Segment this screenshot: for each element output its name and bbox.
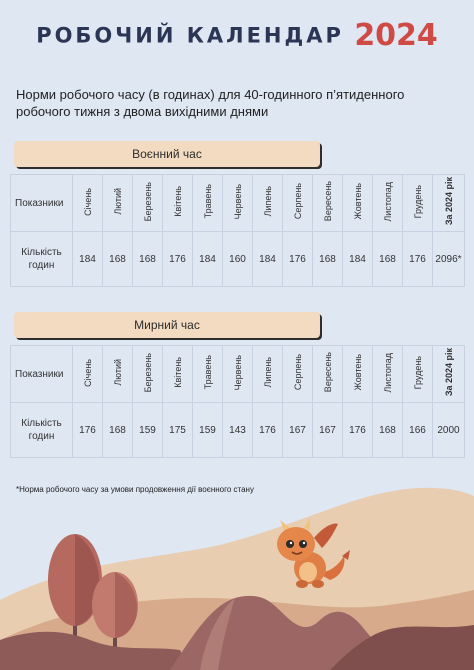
hours-cell: 143 [222,402,253,458]
subtitle: Норми робочого часу (в годинах) для 40-г… [16,87,405,119]
year-total-cell: 2096* [432,231,465,287]
rock-left [0,631,190,670]
dragon-smile [291,551,303,555]
table-peacetime: Показники Січень Лютий Березень Квітень … [10,345,465,458]
year-total-cell: 2000 [432,402,465,458]
row-label-hours: Кількість годин [10,402,73,458]
title-year: 2024 [354,18,438,53]
hours-cell: 176 [252,402,283,458]
dragon-foot [312,580,324,588]
hours-cell: 159 [192,402,223,458]
dragon-horn [280,520,290,530]
table-wartime: Показники Січень Лютий Березень Квітень … [10,174,465,287]
hours-cell: 184 [72,231,103,287]
hours-cell: 176 [282,231,313,287]
footnote: *Норма робочого часу за умови продовженн… [16,485,254,494]
hours-cell: 166 [402,402,433,458]
hours-cell: 167 [312,402,343,458]
hours-cell: 176 [72,402,103,458]
hours-cell: 168 [102,402,133,458]
dragon-horn [304,518,310,530]
dragon-mascot [277,518,350,588]
dragon-eye [286,540,294,548]
hours-cell: 159 [132,402,163,458]
rock-highlight [200,598,235,670]
hours-cell: 168 [102,231,133,287]
hours-cell: 168 [372,402,403,458]
dragon-wing [314,523,338,548]
table-header-row: Показники Січень Лютий Березень Квітень … [10,345,465,403]
table-row: Кількість годин 184 168 168 176 184 160 … [10,231,465,287]
hours-cell: 160 [222,231,253,287]
page-title: РОБОЧИЙ КАЛЕНДАР 2024 [0,18,474,53]
section-bar-peacetime: Мирний час [14,312,320,338]
row-label-indicators: Показники [10,345,73,403]
dragon-foot [296,580,308,588]
tree-crown-shade [115,572,138,638]
hours-cell: 176 [162,231,193,287]
dragon-eye [299,540,307,548]
title-text: РОБОЧИЙ КАЛЕНДАР [36,23,344,48]
hours-cell: 168 [312,231,343,287]
hours-cell: 168 [372,231,403,287]
dragon-belly [299,562,317,582]
rock-right [330,625,474,670]
section-bar-wartime: Воєнний час [14,141,320,167]
table-header-row: Показники Січень Лютий Березень Квітень … [10,174,465,232]
dragon-tail-tip [342,550,350,560]
dragon-head [277,527,315,561]
table-row: Кількість годин 176 168 159 175 159 143 … [10,402,465,458]
row-label-hours: Кількість годин [10,231,73,287]
